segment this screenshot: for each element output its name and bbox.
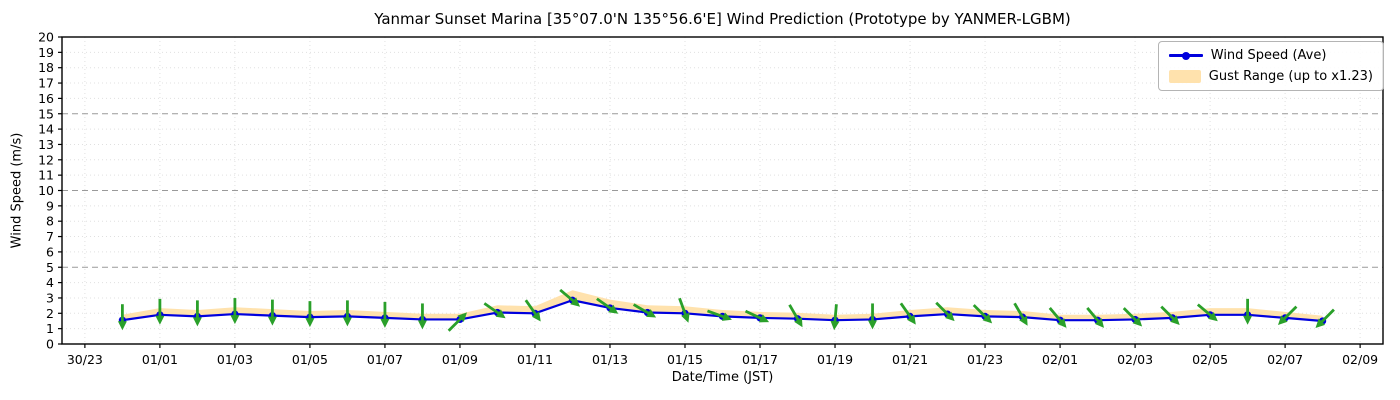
y-tick-label: 15 [38, 106, 54, 121]
y-tick-label: 3 [46, 290, 54, 305]
x-tick-label: 01/21 [892, 352, 928, 367]
gust-range-band [122, 290, 1323, 321]
x-tick-label: 02/09 [1342, 352, 1378, 367]
x-tick-label: 01/11 [517, 352, 553, 367]
y-tick-label: 7 [46, 229, 54, 244]
y-tick-label: 0 [46, 337, 54, 352]
x-tick-label: 01/07 [367, 352, 403, 367]
wind-speed-line-icon [1168, 51, 1203, 60]
y-tick-label: 10 [38, 183, 54, 198]
x-tick-label: 01/17 [742, 352, 778, 367]
x-tick-label: 01/03 [217, 352, 253, 367]
y-tick-label: 13 [38, 137, 54, 152]
legend: Wind Speed (Ave) Gust Range (up to x1.23… [1157, 41, 1384, 91]
x-tick-label: 02/03 [1117, 352, 1153, 367]
x-tick-label: 01/19 [817, 352, 853, 367]
major-dashed-gridlines [62, 113, 1383, 268]
legend-label-wind-speed: Wind Speed (Ave) [1210, 48, 1327, 63]
x-tick-label: 01/05 [292, 352, 328, 367]
y-tick-label: 18 [38, 60, 54, 75]
x-tick-label: 01/09 [442, 352, 478, 367]
legend-item-wind-speed: Wind Speed (Ave) [1168, 48, 1373, 63]
y-tick-label: 2 [46, 306, 54, 321]
x-tick-label: 01/01 [142, 352, 178, 367]
x-tick-label: 02/07 [1267, 352, 1303, 367]
wind-speed-marker-icon [1181, 51, 1190, 60]
y-tick-label: 4 [46, 275, 54, 290]
gust-range-patch-icon [1168, 70, 1201, 83]
y-axis-label: Wind Speed (m/s) [9, 132, 25, 249]
x-tick-label: 02/05 [1192, 352, 1228, 367]
y-tick-label: 16 [38, 91, 54, 106]
y-tick-label: 19 [38, 45, 54, 60]
wind-direction-arrows [117, 288, 1335, 332]
x-tick-label: 01/23 [967, 352, 1003, 367]
y-tick-label: 14 [38, 122, 54, 137]
legend-label-gust-range: Gust Range (up to x1.23) [1208, 69, 1373, 84]
y-tick-label: 20 [38, 30, 54, 45]
y-tick-label: 6 [46, 244, 54, 259]
y-tick-label: 11 [38, 168, 54, 183]
y-tick-label: 9 [46, 198, 54, 213]
y-tick-label: 5 [46, 260, 54, 275]
x-tick-label: 30/23 [67, 352, 103, 367]
y-tick-label: 8 [46, 214, 54, 229]
y-tick-label: 1 [46, 321, 54, 336]
chart-title: Yanmar Sunset Marina [35°07.0'N 135°56.6… [374, 10, 1071, 28]
x-tick-label: 01/15 [667, 352, 703, 367]
legend-item-gust-range: Gust Range (up to x1.23) [1168, 69, 1373, 84]
x-tick-label: 01/13 [592, 352, 628, 367]
y-tick-label: 17 [38, 76, 54, 91]
y-tick-label: 12 [38, 152, 54, 167]
x-tick-label: 02/01 [1042, 352, 1078, 367]
x-axis-label: Date/Time (JST) [671, 370, 774, 385]
